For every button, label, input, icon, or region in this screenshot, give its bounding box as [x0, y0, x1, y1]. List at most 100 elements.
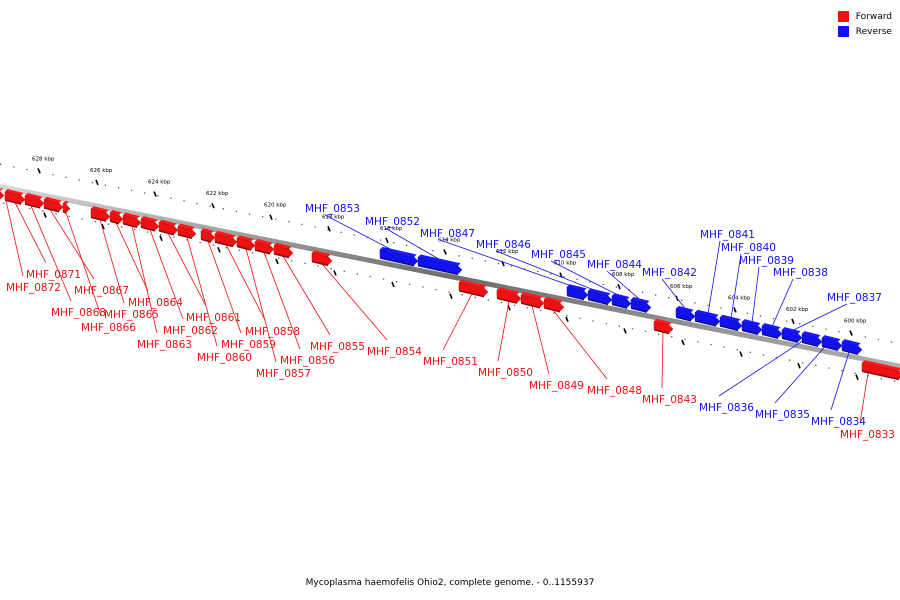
gene-mhf-0872	[0, 187, 5, 200]
label-leader	[751, 266, 760, 323]
legend-forward-label: Forward	[855, 11, 892, 22]
gene-mhf-0840	[719, 314, 743, 332]
gene-mhf-0834	[841, 339, 863, 356]
gene-mhf-0842	[675, 305, 696, 322]
gene-mhf-0849	[520, 292, 545, 309]
gene-label: MHF_0845	[531, 249, 586, 261]
gene-mhf-0865	[90, 206, 111, 222]
label-leader	[149, 229, 184, 320]
gene-mhf-0867	[43, 196, 64, 213]
label-leader	[225, 244, 266, 321]
label-leader	[791, 303, 848, 332]
scale-tick-label: 614 kbp	[438, 237, 461, 243]
scale-tick: 608 kbp	[612, 272, 635, 334]
figure-caption: Mycoplasma haemofelis Ohio2, complete ge…	[305, 578, 595, 588]
gene-label: MHF_0864	[128, 297, 183, 309]
scale-tick-label: 606 kbp	[670, 284, 693, 290]
scale-tick: 620 kbp	[264, 203, 287, 265]
gene-mhf-0843	[653, 318, 674, 335]
gene-label: MHF_0837	[827, 292, 882, 304]
legend: Forward Reverse	[837, 9, 892, 39]
gene-mhf-0858	[214, 230, 238, 248]
gene-label: MHF_0872	[6, 282, 61, 294]
label-leader	[771, 278, 794, 327]
label-leader	[707, 240, 721, 315]
label-leader	[552, 309, 608, 380]
label-leader	[324, 214, 396, 252]
gene-label: MHF_0862	[163, 325, 218, 337]
scale-tick-label: 612 kbp	[496, 249, 519, 255]
gene-mhf-0850	[496, 287, 522, 304]
gene-label: MHF_0847	[420, 228, 475, 240]
gene-label: MHF_0836	[699, 402, 754, 414]
gene-label: MHF_0868	[51, 307, 106, 319]
gene-mhf-0862	[140, 216, 160, 232]
scale-tick-label: 620 kbp	[264, 203, 287, 209]
scale-tick: 602 kbp	[786, 307, 809, 369]
gene-mhf-0868	[24, 192, 45, 209]
gene-mhf-0844	[630, 296, 652, 313]
gene-label: MHF_0867	[74, 285, 129, 297]
scale-tick-label: 622 kbp	[206, 191, 229, 197]
label-leader	[167, 232, 207, 307]
gene-mhf-0856	[254, 238, 275, 255]
gene-mhf-0864	[109, 209, 124, 225]
gene-label: MHF_0863	[137, 339, 192, 351]
gene-label: MHF_0841	[700, 229, 755, 241]
gene-label: MHF_0866	[81, 322, 136, 334]
label-leader	[207, 240, 242, 334]
gene-mhf-0839	[741, 319, 763, 336]
label-leader	[49, 209, 95, 280]
gene-features	[0, 187, 900, 381]
label-leader	[65, 212, 102, 317]
gene-mhf-0841	[694, 309, 721, 327]
gene-label: MHF_0846	[476, 239, 531, 251]
gene-mhf-0835	[821, 335, 843, 352]
label-leader	[245, 248, 277, 363]
gene-label: MHF_0848	[587, 385, 642, 397]
gene-label: MHF_0838	[773, 267, 828, 279]
legend-item-forward: Forward	[837, 9, 892, 24]
scale-tick-label: 616 kbp	[380, 226, 403, 232]
gene-mhf-0855	[273, 242, 294, 259]
scale-tick-label: 624 kbp	[148, 180, 171, 186]
scale-tick: 614 kbp	[438, 237, 461, 299]
label-leader	[718, 334, 813, 397]
gene-label: MHF_0865	[104, 309, 159, 321]
gene-mhf-0838	[761, 323, 783, 340]
label-leader	[550, 260, 622, 297]
gene-label: MHF_0851	[423, 356, 478, 368]
label-leader	[14, 202, 47, 264]
label-leader	[606, 270, 642, 301]
gene-mhf-0857	[236, 235, 256, 251]
gene-label: MHF_0844	[587, 259, 642, 271]
label-leader	[384, 227, 443, 262]
gene-label: MHF_0849	[529, 380, 584, 392]
gene-mhf-0833	[861, 360, 900, 381]
scale-tick: 624 kbp	[148, 180, 171, 242]
gene-label: MHF_0834	[811, 416, 866, 428]
gene-label: MHF_0850	[478, 367, 533, 379]
label-leader	[859, 372, 869, 424]
label-leader	[661, 331, 664, 389]
label-leader	[30, 205, 72, 302]
gene-label: MHF_0854	[367, 346, 422, 358]
label-leader	[321, 263, 388, 341]
label-leader	[661, 278, 687, 310]
gene-mhf-0853	[379, 246, 419, 267]
forward-swatch-icon	[837, 11, 849, 22]
gene-label: MHF_0858	[245, 326, 300, 338]
gene-mhf-0866	[62, 200, 71, 214]
label-leader	[495, 250, 601, 293]
legend-reverse-label: Reverse	[855, 26, 892, 37]
label-leader	[442, 293, 473, 351]
gene-mhf-0836	[801, 331, 823, 348]
scale-tick: 604 kbp	[728, 295, 751, 357]
gene-label: MHF_0856	[280, 355, 335, 367]
gene-mhf-0847	[566, 284, 589, 301]
label-leader	[282, 255, 331, 336]
reverse-swatch-icon	[837, 26, 849, 37]
label-leader	[439, 239, 578, 289]
